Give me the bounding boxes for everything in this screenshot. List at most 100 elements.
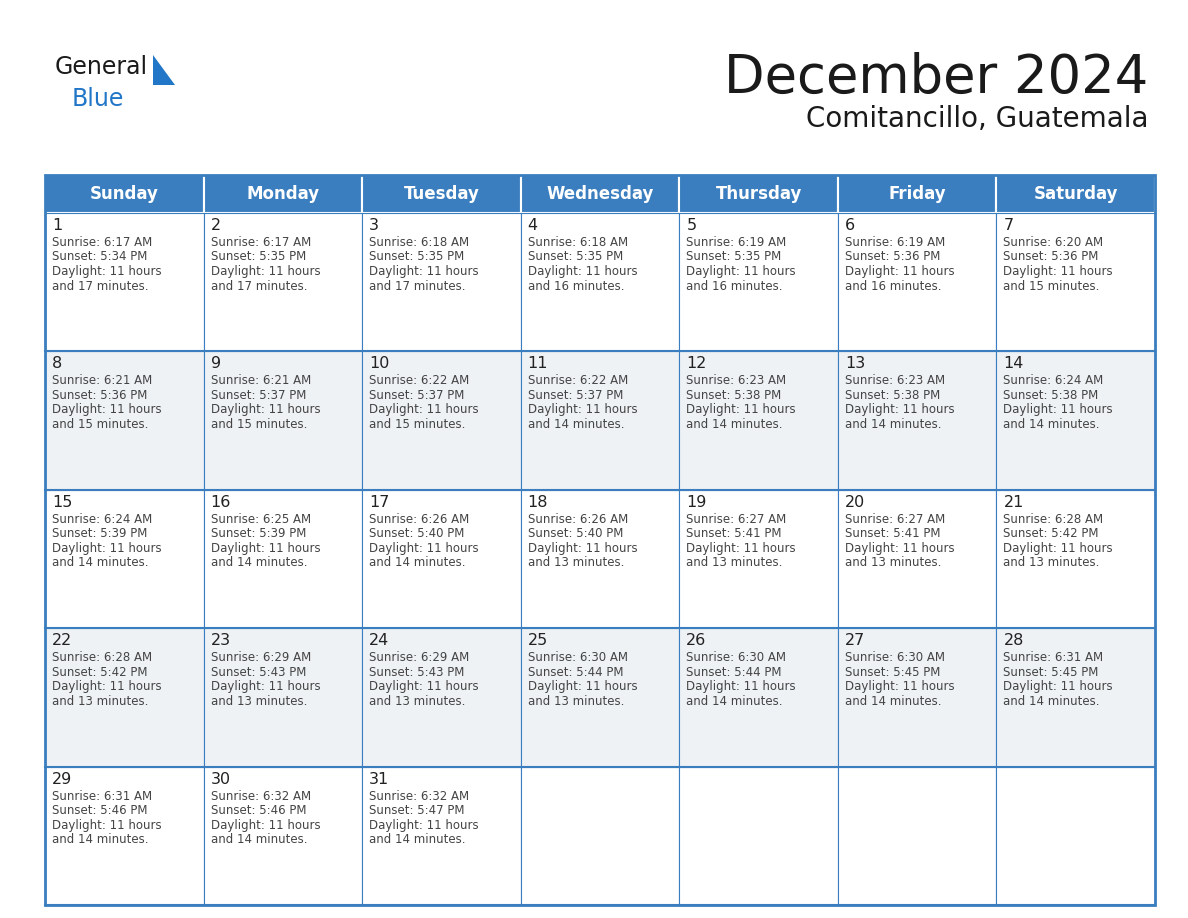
Text: Sunrise: 6:28 AM: Sunrise: 6:28 AM (1004, 513, 1104, 526)
Text: Sunset: 5:45 PM: Sunset: 5:45 PM (845, 666, 940, 678)
Polygon shape (153, 55, 175, 85)
Bar (997, 767, 1155, 905)
Text: Daylight: 11 hours: Daylight: 11 hours (369, 680, 479, 693)
Text: Daylight: 11 hours: Daylight: 11 hours (1004, 542, 1113, 554)
Text: 31: 31 (369, 772, 390, 787)
Text: Monday: Monday (246, 185, 320, 203)
Text: and 14 minutes.: and 14 minutes. (1004, 695, 1100, 708)
Text: Sunset: 5:41 PM: Sunset: 5:41 PM (687, 527, 782, 541)
Text: 28: 28 (1004, 633, 1024, 648)
Text: Daylight: 11 hours: Daylight: 11 hours (52, 403, 162, 417)
Text: Sunset: 5:46 PM: Sunset: 5:46 PM (52, 804, 147, 817)
Text: Daylight: 11 hours: Daylight: 11 hours (527, 403, 637, 417)
Text: Daylight: 11 hours: Daylight: 11 hours (369, 542, 479, 554)
Bar (362, 213, 520, 352)
Bar (838, 490, 997, 628)
Bar (362, 175, 520, 213)
Text: 26: 26 (687, 633, 707, 648)
Bar (520, 175, 680, 213)
Text: Blue: Blue (72, 87, 125, 111)
Text: and 13 minutes.: and 13 minutes. (527, 556, 624, 569)
Bar (838, 628, 997, 767)
Text: Sunrise: 6:30 AM: Sunrise: 6:30 AM (527, 651, 627, 665)
Text: Sunset: 5:39 PM: Sunset: 5:39 PM (210, 527, 307, 541)
Text: and 14 minutes.: and 14 minutes. (527, 418, 624, 431)
Text: Daylight: 11 hours: Daylight: 11 hours (210, 265, 321, 278)
Text: Sunrise: 6:18 AM: Sunrise: 6:18 AM (527, 236, 627, 249)
Text: 20: 20 (845, 495, 865, 509)
Text: 9: 9 (210, 356, 221, 372)
Text: Wednesday: Wednesday (546, 185, 653, 203)
Bar (203, 490, 362, 628)
Text: Daylight: 11 hours: Daylight: 11 hours (687, 680, 796, 693)
Text: Sunset: 5:42 PM: Sunset: 5:42 PM (1004, 527, 1099, 541)
Text: Sunrise: 6:26 AM: Sunrise: 6:26 AM (527, 513, 628, 526)
Text: 21: 21 (1004, 495, 1024, 509)
Bar (997, 490, 1155, 628)
Text: 11: 11 (527, 356, 548, 372)
Bar (997, 352, 1155, 490)
Text: Sunset: 5:42 PM: Sunset: 5:42 PM (52, 666, 147, 678)
Text: 10: 10 (369, 356, 390, 372)
Bar (45, 213, 203, 352)
Text: Thursday: Thursday (715, 185, 802, 203)
Text: Daylight: 11 hours: Daylight: 11 hours (687, 403, 796, 417)
Text: and 14 minutes.: and 14 minutes. (369, 834, 466, 846)
Text: Sunrise: 6:24 AM: Sunrise: 6:24 AM (52, 513, 152, 526)
Text: and 15 minutes.: and 15 minutes. (1004, 279, 1100, 293)
Text: and 16 minutes.: and 16 minutes. (687, 279, 783, 293)
Text: 16: 16 (210, 495, 230, 509)
Text: 2: 2 (210, 218, 221, 233)
Text: and 13 minutes.: and 13 minutes. (845, 556, 941, 569)
Text: Sunrise: 6:32 AM: Sunrise: 6:32 AM (210, 789, 311, 802)
Text: Daylight: 11 hours: Daylight: 11 hours (845, 680, 954, 693)
Bar (203, 213, 362, 352)
Bar (997, 628, 1155, 767)
Text: and 16 minutes.: and 16 minutes. (845, 279, 941, 293)
Text: and 13 minutes.: and 13 minutes. (527, 695, 624, 708)
Text: 7: 7 (1004, 218, 1013, 233)
Text: Sunrise: 6:31 AM: Sunrise: 6:31 AM (52, 789, 152, 802)
Text: 15: 15 (52, 495, 72, 509)
Text: and 15 minutes.: and 15 minutes. (210, 418, 307, 431)
Text: 14: 14 (1004, 356, 1024, 372)
Text: December 2024: December 2024 (723, 52, 1148, 104)
Text: Sunset: 5:43 PM: Sunset: 5:43 PM (210, 666, 307, 678)
Text: 23: 23 (210, 633, 230, 648)
Text: and 13 minutes.: and 13 minutes. (210, 695, 307, 708)
Text: Sunrise: 6:27 AM: Sunrise: 6:27 AM (845, 513, 946, 526)
Text: Daylight: 11 hours: Daylight: 11 hours (52, 680, 162, 693)
Text: 8: 8 (52, 356, 62, 372)
Bar (362, 352, 520, 490)
Bar (45, 628, 203, 767)
Text: Sunrise: 6:26 AM: Sunrise: 6:26 AM (369, 513, 469, 526)
Text: Sunset: 5:46 PM: Sunset: 5:46 PM (210, 804, 307, 817)
Text: and 14 minutes.: and 14 minutes. (687, 418, 783, 431)
Bar (203, 767, 362, 905)
Text: and 17 minutes.: and 17 minutes. (52, 279, 148, 293)
Bar (45, 175, 203, 213)
Bar (680, 213, 838, 352)
Bar (680, 767, 838, 905)
Text: Sunrise: 6:25 AM: Sunrise: 6:25 AM (210, 513, 311, 526)
Bar (362, 490, 520, 628)
Text: 1: 1 (52, 218, 62, 233)
Text: and 13 minutes.: and 13 minutes. (1004, 556, 1100, 569)
Bar (838, 213, 997, 352)
Bar (203, 352, 362, 490)
Text: 30: 30 (210, 772, 230, 787)
Text: Comitancillo, Guatemala: Comitancillo, Guatemala (805, 105, 1148, 133)
Text: Daylight: 11 hours: Daylight: 11 hours (527, 680, 637, 693)
Text: Daylight: 11 hours: Daylight: 11 hours (52, 819, 162, 832)
Text: and 14 minutes.: and 14 minutes. (1004, 418, 1100, 431)
Text: Sunset: 5:37 PM: Sunset: 5:37 PM (527, 389, 623, 402)
Text: 12: 12 (687, 356, 707, 372)
Text: Daylight: 11 hours: Daylight: 11 hours (52, 542, 162, 554)
Bar (203, 175, 362, 213)
Text: Sunrise: 6:19 AM: Sunrise: 6:19 AM (845, 236, 946, 249)
Text: Sunrise: 6:17 AM: Sunrise: 6:17 AM (52, 236, 152, 249)
Text: 5: 5 (687, 218, 696, 233)
Text: Daylight: 11 hours: Daylight: 11 hours (845, 403, 954, 417)
Text: Sunrise: 6:21 AM: Sunrise: 6:21 AM (210, 375, 311, 387)
Text: Daylight: 11 hours: Daylight: 11 hours (210, 819, 321, 832)
